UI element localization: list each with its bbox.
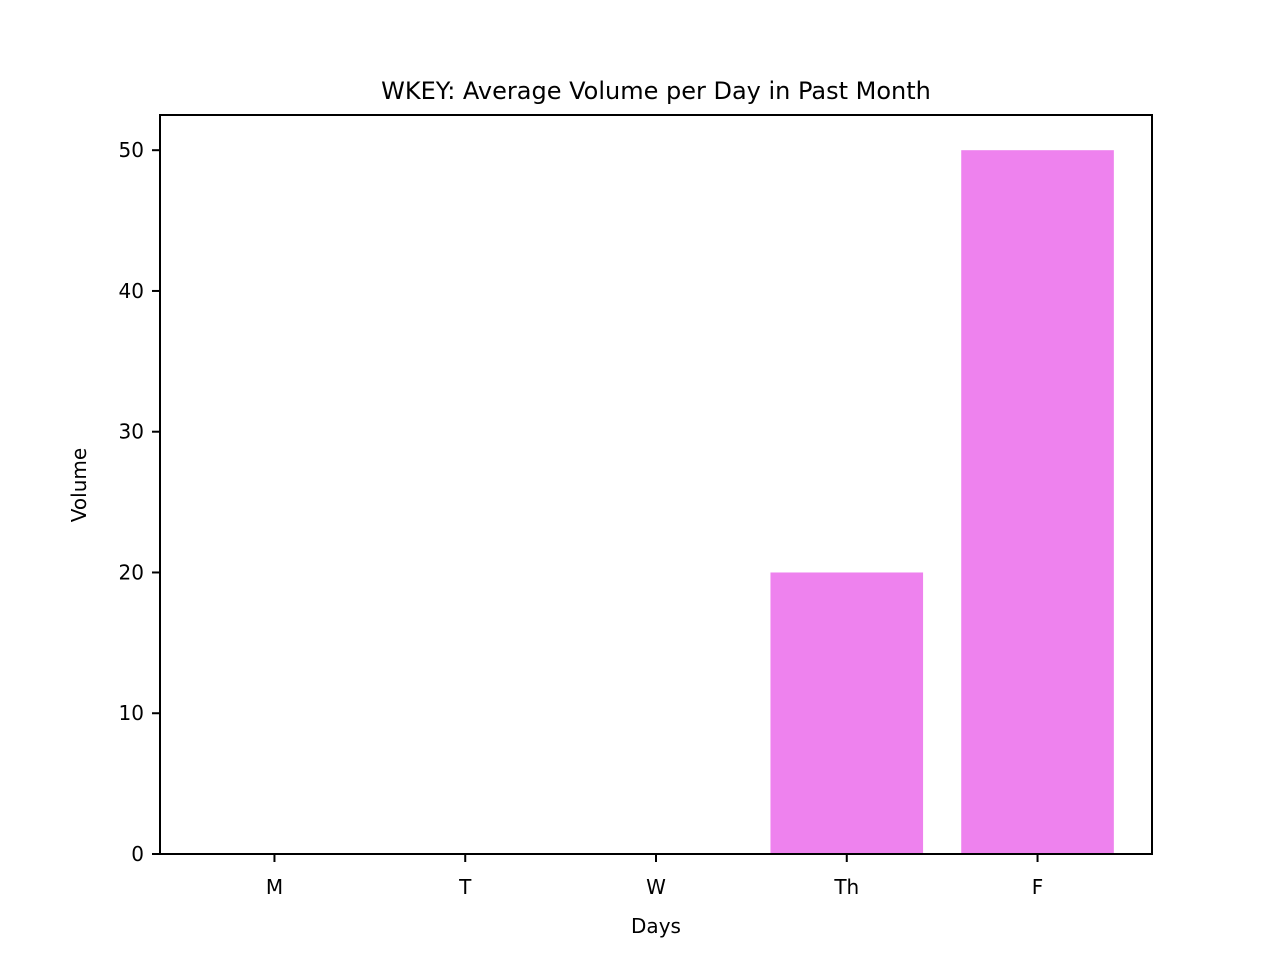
bar-th xyxy=(770,572,924,854)
y-tick-label: 40 xyxy=(119,279,144,303)
bars-group xyxy=(770,150,1114,854)
x-tick-label: T xyxy=(458,875,472,899)
y-tick-label: 50 xyxy=(119,138,144,162)
bar-f xyxy=(961,150,1114,854)
chart-title: WKEY: Average Volume per Day in Past Mon… xyxy=(381,77,931,105)
y-tick-label: 20 xyxy=(119,560,144,584)
x-axis-label: Days xyxy=(631,914,681,938)
x-tick-label: M xyxy=(266,875,283,899)
x-axis-ticks: M T W Th F xyxy=(266,854,1043,899)
y-tick-label: 30 xyxy=(119,420,144,444)
y-axis-label: Volume xyxy=(67,448,91,522)
y-tick-label: 10 xyxy=(119,701,144,725)
y-axis-ticks: 0 10 20 30 40 50 xyxy=(119,138,160,866)
x-tick-label: W xyxy=(646,875,666,899)
x-tick-label: Th xyxy=(833,875,859,899)
x-tick-label: F xyxy=(1032,875,1044,899)
y-tick-label: 0 xyxy=(131,842,144,866)
